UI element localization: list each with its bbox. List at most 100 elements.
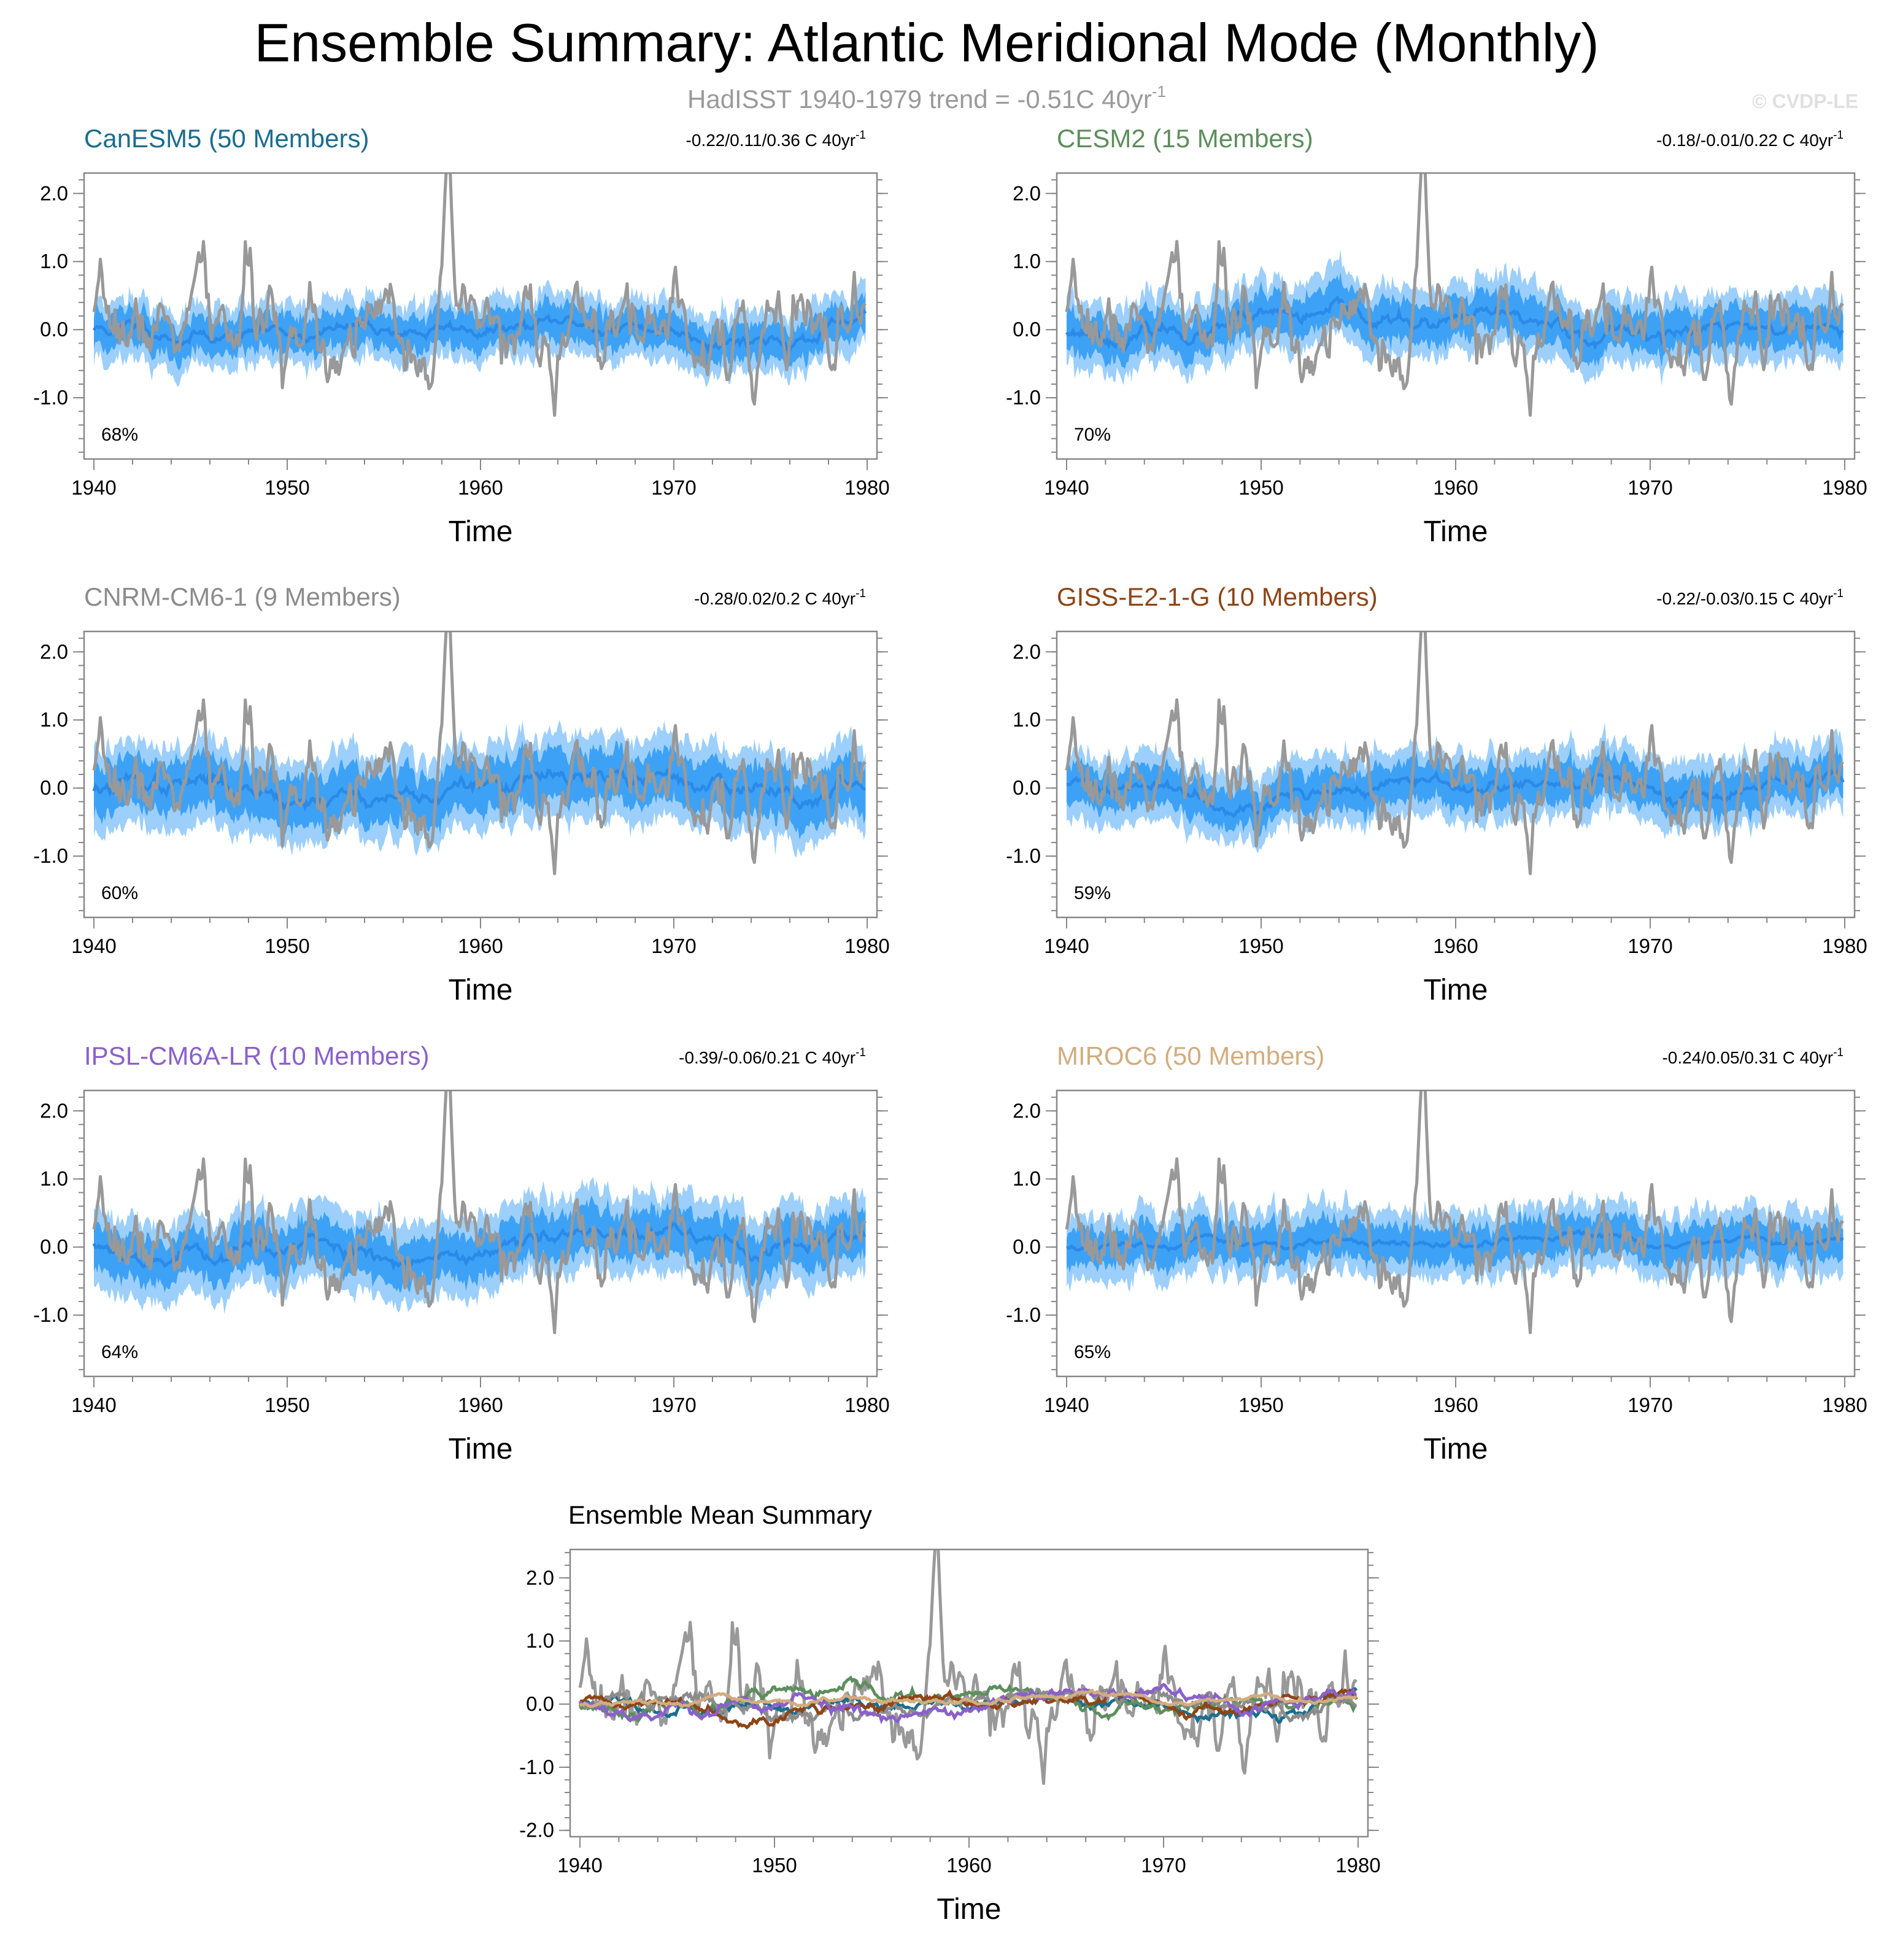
plot-area [578, 1549, 1358, 1785]
x-tick-label: 1960 [1433, 935, 1478, 957]
observed-line [1065, 1090, 1844, 1335]
x-tick-label: 1960 [946, 1854, 991, 1877]
y-tick-label: 0.0 [1013, 318, 1041, 341]
y-tick-label: 2.0 [40, 640, 68, 663]
plot-area [92, 1090, 867, 1335]
y-tick-label: 2.0 [40, 1099, 68, 1122]
observed-line [92, 1090, 867, 1335]
x-tick-label: 1980 [1822, 1394, 1867, 1416]
panel-trend: -0.22/0.11/0.36 C 40yr-1 [686, 129, 866, 150]
x-tick-label: 1980 [844, 935, 889, 957]
ensemble-mean-line [92, 309, 867, 354]
x-tick-label: 1970 [651, 476, 696, 499]
panel-trend: -0.18/-0.01/0.22 C 40yr-1 [1656, 129, 1844, 150]
y-tick-label: 1.0 [1013, 708, 1041, 731]
observed-line [578, 1549, 1357, 1785]
panel-trend: -0.28/0.02/0.2 C 40yr-1 [694, 587, 866, 608]
x-tick-label: 1940 [1044, 1394, 1089, 1416]
trend-sup: -1 [855, 587, 866, 600]
y-tick-label: 1.0 [40, 250, 68, 272]
chart-panel-1: CESM2 (15 Members) -0.18/-0.01/0.22 C 40y… [1006, 124, 1867, 548]
x-axis-label: Time [1424, 515, 1488, 548]
panel-title: MIROC6 (50 Members) [1057, 1041, 1324, 1070]
plot-area [1065, 1090, 1844, 1335]
x-tick-label: 1970 [1628, 1394, 1672, 1416]
ensemble-mean-line [92, 1221, 867, 1271]
y-tick-label: 0.0 [40, 776, 68, 799]
x-tick-label: 1960 [458, 935, 503, 957]
trend-sup: -1 [1833, 129, 1844, 142]
chart-panel-4: IPSL-CM6A-LR (10 Members) -0.39/-0.06/0.2… [33, 1041, 890, 1465]
x-axis-label: Time [1424, 1433, 1488, 1465]
trend-text: -0.24/0.05/0.31 C 40yr [1662, 1048, 1833, 1067]
x-tick-label: 1940 [557, 1854, 602, 1877]
y-tick-label: 1.0 [1013, 250, 1041, 272]
x-tick-label: 1950 [264, 476, 309, 499]
x-tick-label: 1960 [1433, 1394, 1478, 1416]
y-tick-label: 2.0 [40, 182, 68, 204]
x-tick-label: 1980 [844, 1394, 889, 1416]
x-tick-label: 1950 [1238, 1394, 1283, 1416]
panel-trend: -0.39/-0.06/0.21 C 40yr-1 [679, 1046, 866, 1067]
figure-subtitle-text: HadISST 1940-1979 trend = -0.51C 40yr [687, 85, 1152, 114]
panel-trend: -0.22/-0.03/0.15 C 40yr-1 [1656, 587, 1844, 608]
panel-title: IPSL-CM6A-LR (10 Members) [84, 1041, 429, 1070]
observed-line [1065, 631, 1844, 876]
y-tick-label: 1.0 [526, 1629, 554, 1652]
y-tick-label: 2.0 [1013, 1099, 1041, 1122]
y-tick-label: 0.0 [1013, 776, 1041, 799]
y-tick-label: 2.0 [1013, 640, 1041, 663]
x-tick-label: 1970 [1628, 476, 1672, 499]
watermark: © CVDP-LE [1752, 90, 1858, 112]
y-tick-label: 0.0 [40, 318, 68, 341]
x-tick-label: 1970 [651, 935, 696, 957]
panel-title: GISS-E2-1-G (10 Members) [1057, 582, 1378, 611]
observed-line [92, 173, 867, 417]
panel-percent: 59% [1074, 883, 1111, 903]
plot-area [92, 173, 867, 417]
trend-text: -0.22/0.11/0.36 C 40yr [686, 131, 856, 150]
x-axis-label: Time [1424, 974, 1488, 1006]
x-tick-label: 1950 [1238, 476, 1283, 499]
mean-line-IPSL-CM6A-LR [578, 1683, 1357, 1724]
y-tick-label: 1.0 [1013, 1167, 1041, 1190]
x-tick-label: 1960 [1433, 476, 1478, 499]
x-tick-label: 1980 [1822, 476, 1867, 499]
x-axis-label: Time [449, 1433, 513, 1465]
mean-line-GISS-E2-1-G [579, 1688, 1358, 1730]
panel-trend: -0.24/0.05/0.31 C 40yr-1 [1662, 1046, 1844, 1067]
y-tick-label: -1.0 [519, 1756, 554, 1778]
x-axis-label: Time [937, 1893, 1002, 1926]
observed-line [1065, 173, 1844, 417]
x-tick-label: 1960 [458, 476, 503, 499]
x-tick-label: 1950 [752, 1854, 797, 1877]
panel-percent: 70% [1074, 425, 1111, 445]
chart-panel-6: Ensemble Mean Summary2.01.00.0-1.0-2.019… [519, 1500, 1381, 1926]
x-axis-label: Time [449, 974, 513, 1006]
x-tick-label: 1950 [264, 935, 309, 957]
chart-panel-3: GISS-E2-1-G (10 Members) -0.22/-0.03/0.15… [1006, 582, 1867, 1006]
plot-area [92, 631, 867, 876]
panel-title: CanESM5 (50 Members) [84, 124, 369, 153]
chart-panel-5: MIROC6 (50 Members) -0.24/0.05/0.31 C 40y… [1006, 1041, 1867, 1465]
y-tick-label: 2.0 [526, 1566, 554, 1589]
trend-sup: -1 [855, 1046, 866, 1059]
y-tick-label: 0.0 [1013, 1235, 1041, 1258]
trend-text: -0.28/0.02/0.2 C 40yr [694, 589, 855, 608]
panel-title: Ensemble Mean Summary [568, 1500, 872, 1529]
y-tick-label: -1.0 [1006, 386, 1041, 409]
panel-percent: 68% [101, 425, 138, 445]
y-tick-label: 0.0 [40, 1235, 68, 1258]
y-tick-label: 0.0 [526, 1692, 554, 1715]
trend-sup: -1 [1833, 1046, 1844, 1059]
y-tick-label: -1.0 [1006, 844, 1041, 867]
panel-percent: 60% [101, 883, 138, 903]
y-tick-label: 1.0 [40, 1167, 68, 1190]
panel-percent: 64% [101, 1342, 138, 1362]
plot-area [1065, 173, 1844, 417]
trend-text: -0.22/-0.03/0.15 C 40yr [1656, 589, 1833, 608]
x-tick-label: 1970 [651, 1394, 696, 1416]
panel-title: CNRM-CM6-1 (9 Members) [84, 582, 401, 611]
trend-sup: -1 [1833, 587, 1844, 600]
